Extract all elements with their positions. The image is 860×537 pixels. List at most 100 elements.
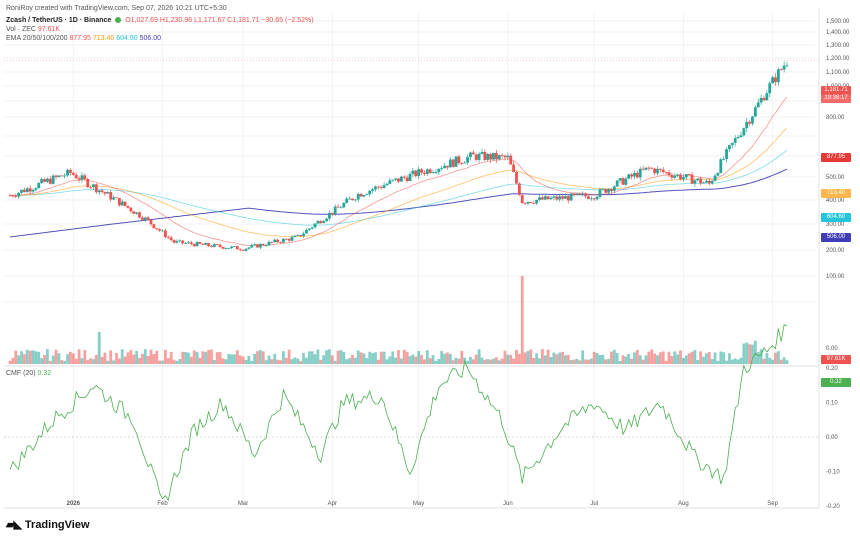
candle-body (425, 169, 429, 174)
volume-bar (164, 349, 167, 364)
candle-body (365, 194, 369, 196)
candle (618, 177, 622, 184)
volume-bar (581, 350, 585, 364)
time-tick-label: May (413, 501, 424, 507)
volume-bar (264, 360, 268, 364)
volume-bar (256, 351, 259, 364)
candle-body (57, 175, 61, 177)
volume-bar (483, 359, 487, 364)
cmf-legend[interactable]: CMF (20) 0.32 (6, 369, 51, 378)
grid (4, 8, 820, 509)
candle (610, 188, 613, 194)
volume-bar (17, 355, 21, 364)
candle-body (776, 69, 780, 83)
candle (126, 205, 130, 209)
volume-bar (658, 352, 662, 364)
volume-bar (457, 358, 461, 364)
candle (258, 242, 262, 250)
volume-bar (664, 360, 668, 364)
volume-bar (388, 356, 392, 364)
candle (316, 219, 320, 224)
cmf-tick-label: 0.00 (826, 435, 838, 441)
volume-bar (34, 351, 38, 364)
volume-bar (71, 353, 75, 364)
volume-bar (187, 352, 190, 364)
candle-body (330, 212, 334, 215)
candle-body (670, 175, 674, 178)
volume-bar (224, 359, 228, 364)
symbol-line[interactable]: Zcash / TetherUS · 1D · Binance O1,027.6… (6, 16, 314, 25)
volume-bar (497, 360, 501, 364)
candle (362, 194, 366, 198)
volume-bar (405, 351, 409, 364)
candle (371, 187, 374, 194)
candle (394, 178, 398, 182)
volume-bar (146, 355, 150, 364)
candle (411, 168, 415, 177)
volume-bar (8, 360, 12, 364)
candle-body (555, 196, 559, 200)
candle-body (253, 244, 257, 246)
candle-body (707, 180, 711, 184)
candle-body (149, 219, 153, 225)
candle-body (624, 178, 628, 185)
candle (307, 228, 311, 231)
candle-body (305, 229, 308, 234)
cmf-pane (4, 324, 819, 502)
volume-bar (713, 352, 717, 364)
candle-body (572, 193, 576, 195)
volume-legend[interactable]: Vol · ZEC 97.61K (6, 25, 60, 34)
candle-body (48, 178, 52, 184)
volume-bar (742, 343, 746, 364)
volume-bar (540, 349, 544, 364)
candle (512, 161, 516, 173)
candle (146, 216, 150, 221)
candle (385, 182, 389, 186)
volume-bar (365, 358, 369, 364)
candle-body (627, 174, 631, 179)
volume-bar (702, 356, 705, 364)
candle (333, 204, 337, 217)
volume-bar (132, 354, 136, 364)
candle (66, 168, 69, 177)
volume-bar (181, 351, 185, 364)
candle (100, 187, 104, 194)
volume-bar (564, 355, 567, 364)
candle (500, 153, 504, 159)
tradingview-logo[interactable]: ▰◣ TradingView (6, 518, 90, 531)
volume-bar (112, 360, 115, 364)
candle (368, 189, 372, 197)
candle (14, 193, 18, 199)
candle-body (690, 174, 694, 184)
candle-body (362, 195, 366, 197)
ema-legend[interactable]: EMA 20/50/100/200 877.95 713.40 604.60 5… (6, 34, 161, 43)
volume-bar (14, 350, 18, 364)
candle-body (94, 184, 98, 193)
candle-body (446, 165, 449, 168)
candle (322, 219, 326, 224)
candle (753, 105, 757, 118)
volume-bar (235, 350, 239, 364)
candle (339, 205, 343, 209)
candle (446, 165, 449, 170)
candle (592, 197, 596, 202)
volume-bar (615, 353, 619, 364)
candle (520, 194, 524, 204)
candle (106, 191, 110, 194)
ema100-tag: 604.60 (821, 213, 851, 222)
candle-body (428, 169, 432, 173)
candle (120, 199, 124, 206)
symbol-title: Zcash / TetherUS · 1D · Binance (6, 17, 112, 24)
candle (388, 178, 392, 185)
candle-body (615, 180, 619, 187)
candle (690, 171, 694, 184)
candle-body (261, 243, 265, 246)
volume-bar (440, 351, 444, 364)
candle-body (540, 197, 544, 200)
candle-body (434, 172, 438, 173)
candle (431, 170, 435, 174)
candle-body (610, 188, 613, 191)
candle (653, 167, 657, 176)
candle-body (460, 163, 464, 164)
